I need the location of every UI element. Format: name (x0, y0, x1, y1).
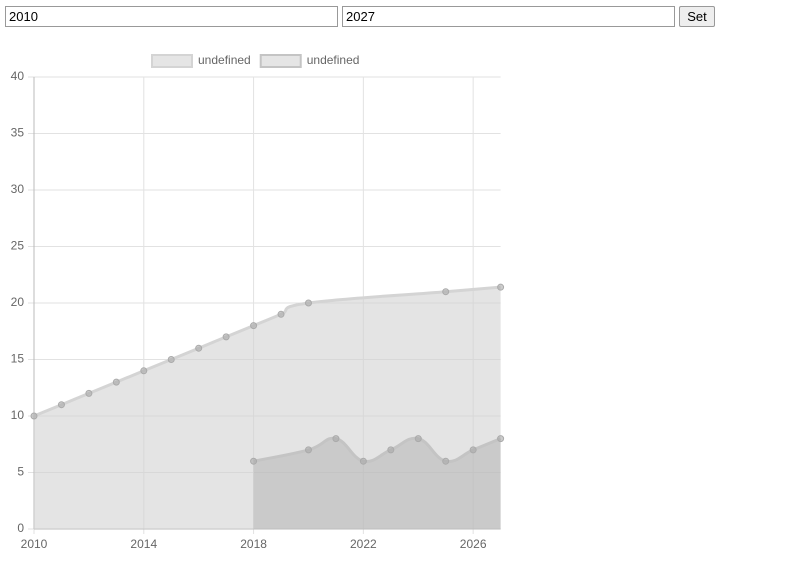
y-tick-label: 30 (11, 182, 25, 196)
data-point (332, 435, 340, 443)
data-point (250, 322, 258, 330)
y-tick-label: 15 (11, 352, 25, 366)
y-tick-label: 35 (11, 126, 25, 140)
data-point (387, 446, 395, 454)
data-point (195, 344, 203, 352)
data-point (250, 457, 258, 465)
data-point (414, 435, 422, 443)
y-tick-label: 25 (11, 239, 25, 253)
legend-label: undefined (307, 53, 360, 67)
data-point (85, 389, 93, 397)
data-point (442, 457, 450, 465)
data-point (112, 378, 120, 386)
y-tick-label: 10 (11, 408, 25, 422)
legend-label: undefined (198, 53, 251, 67)
legend-swatch (151, 54, 193, 68)
x-tick-label: 2010 (21, 537, 48, 551)
data-point (469, 446, 477, 454)
data-point (57, 401, 65, 409)
y-tick-label: 20 (11, 295, 25, 309)
end-year-input[interactable] (342, 6, 675, 27)
x-tick-label: 2026 (460, 537, 487, 551)
start-year-input[interactable] (5, 6, 338, 27)
data-point (497, 435, 505, 443)
x-tick-label: 2014 (130, 537, 157, 551)
data-point (497, 283, 505, 291)
x-tick-label: 2022 (350, 537, 377, 551)
data-point (359, 457, 367, 465)
data-point (222, 333, 230, 341)
x-tick-label: 2018 (240, 537, 267, 551)
y-tick-label: 5 (17, 465, 24, 479)
data-point (30, 412, 38, 420)
data-point (277, 310, 285, 318)
data-point (167, 356, 175, 363)
data-point (140, 367, 148, 375)
data-point (442, 288, 450, 296)
chart: 0 5 10 15 20 25 30 35 40 2010 2014 2018 2022 2026 unde… (11, 53, 505, 551)
data-point (304, 446, 312, 454)
area-fill (253, 438, 501, 529)
y-tick-label: 0 (17, 521, 24, 535)
set-button[interactable]: Set (679, 6, 715, 27)
data-point (304, 299, 312, 307)
y-tick-label: 40 (11, 69, 25, 83)
legend-swatch (259, 54, 302, 68)
